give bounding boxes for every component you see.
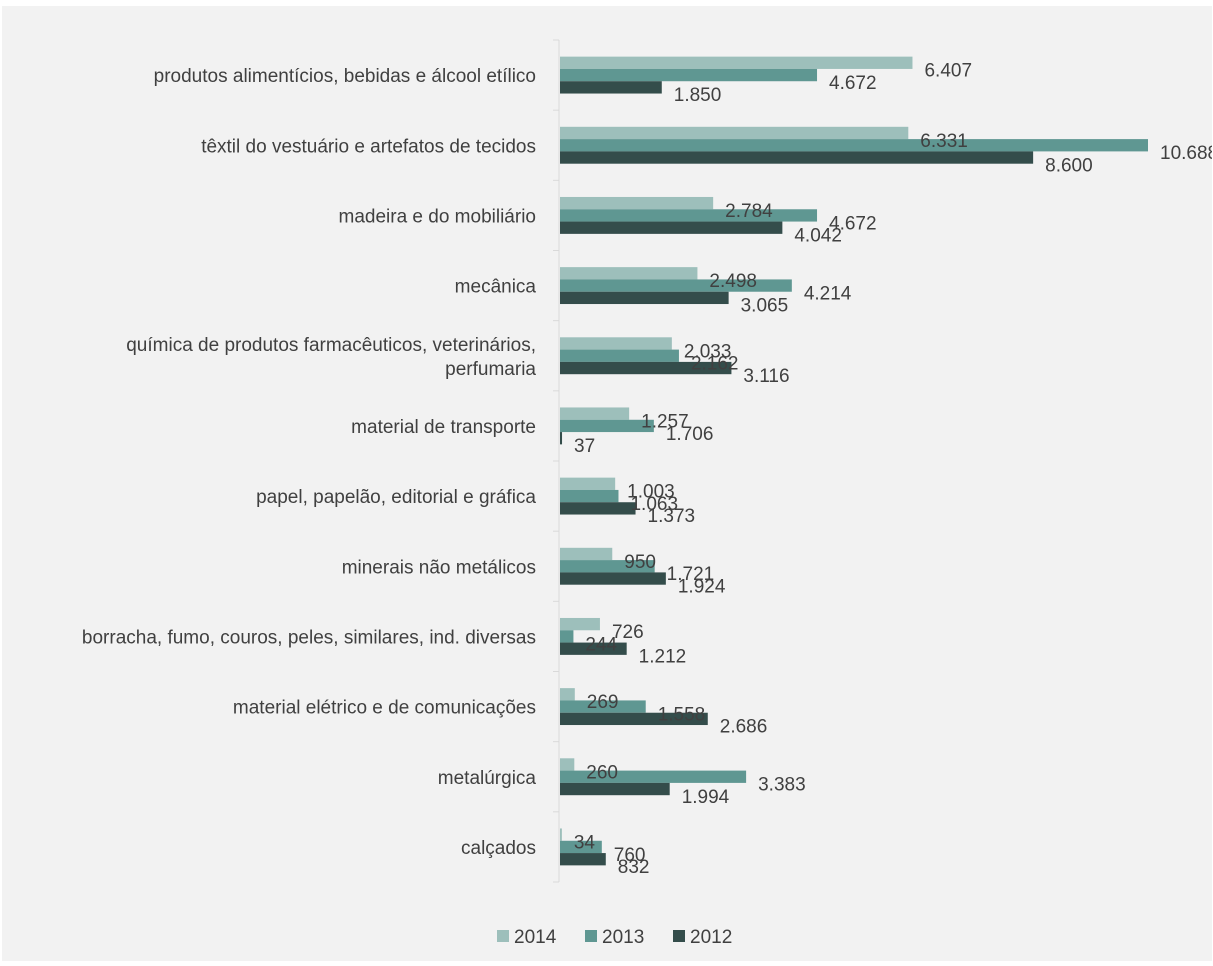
bar-2012 <box>560 782 670 796</box>
category-label: calçados <box>461 838 536 859</box>
data-label-2013: 244 <box>585 634 617 655</box>
data-label-2014: 2.498 <box>709 271 757 292</box>
data-label-2012: 8.600 <box>1045 155 1093 176</box>
bar-2014 <box>560 477 616 490</box>
category-label: perfumaria <box>445 359 536 380</box>
bar-chart: produtos alimentícios, bebidas e álcool … <box>82 39 1212 948</box>
bar-2013 <box>560 279 792 292</box>
bar-2013 <box>560 560 655 573</box>
chart-panel: produtos alimentícios, bebidas e álcool … <box>2 6 1212 961</box>
data-label-2014: 1.003 <box>627 482 675 503</box>
bar-2013 <box>560 489 619 503</box>
bar-2014 <box>560 547 613 561</box>
legend-swatch-2013 <box>585 930 597 942</box>
data-label-2012: 2.686 <box>720 717 768 738</box>
data-label-2014: 950 <box>624 552 656 573</box>
bar-2013 <box>560 630 574 643</box>
data-label-2014: 260 <box>586 762 618 783</box>
legend-label-2013: 2013 <box>602 927 644 948</box>
bar-2012 <box>560 361 732 375</box>
legend-label-2012: 2012 <box>690 927 732 948</box>
bar-2012 <box>560 81 662 94</box>
labels-layer: produtos alimentícios, bebidas e álcool … <box>82 61 1212 878</box>
category-label: química de produtos farmacêuticos, veter… <box>126 335 536 356</box>
category-label: papel, papelão, editorial e gráfica <box>256 487 536 508</box>
data-label-2014: 269 <box>587 692 619 713</box>
bar-2013 <box>560 139 1148 152</box>
category-label: metalúrgica <box>438 768 537 789</box>
bar-2012 <box>560 502 636 515</box>
data-label-2014: 6.331 <box>920 131 968 152</box>
bar-2012 <box>560 642 627 655</box>
data-label-2012: 3.065 <box>741 296 789 317</box>
data-label-2012: 832 <box>618 857 650 878</box>
bar-2013 <box>560 419 654 433</box>
data-label-2014: 726 <box>612 622 644 643</box>
legend-swatch-2014 <box>497 930 509 942</box>
bar-2013 <box>560 68 818 82</box>
bar-2014 <box>560 196 714 210</box>
data-label-2012: 1.212 <box>639 647 687 668</box>
data-label-2013: 4.672 <box>829 73 877 94</box>
bar-2014 <box>560 126 909 140</box>
category-label: material elétrico e de comunicações <box>233 698 536 719</box>
data-label-2013: 10.688 <box>1160 143 1212 164</box>
bar-2014 <box>560 56 913 69</box>
data-label-2013: 1.558 <box>658 704 706 725</box>
category-label: madeira e do mobiliário <box>339 206 537 227</box>
data-label-2014: 6.407 <box>924 61 972 82</box>
bar-2013 <box>560 840 602 854</box>
category-label: borracha, fumo, couros, peles, similares… <box>82 627 536 648</box>
bar-2014 <box>560 617 600 631</box>
legend-swatch-2012 <box>673 930 685 942</box>
category-label: mecânica <box>455 277 537 298</box>
data-label-2013: 4.214 <box>804 283 852 304</box>
bar-2014 <box>560 688 575 701</box>
data-label-2012: 1.924 <box>678 576 726 597</box>
data-label-2012: 1.373 <box>648 506 696 527</box>
data-label-2013: 1.063 <box>630 494 678 515</box>
data-label-2014: 2.784 <box>725 201 773 222</box>
data-label-2012: 37 <box>574 436 595 457</box>
category-label: têxtil do vestuário e artefatos de tecid… <box>201 136 536 157</box>
bar-2012 <box>560 572 666 585</box>
category-label: material de transporte <box>351 417 536 438</box>
bars-layer <box>560 56 1148 866</box>
data-label-2013: 1.706 <box>666 424 714 445</box>
bar-2014 <box>560 407 630 420</box>
category-label: produtos alimentícios, bebidas e álcool … <box>154 66 536 87</box>
axis-layer <box>553 39 560 883</box>
bar-2013 <box>560 700 646 713</box>
data-label-2013: 1.721 <box>667 564 715 585</box>
data-label-2012: 1.994 <box>682 787 730 808</box>
data-label-2012: 1.850 <box>674 85 722 106</box>
bar-2012 <box>560 853 606 866</box>
legend: 2014 2013 2012 <box>497 927 732 948</box>
data-label-2014: 34 <box>574 832 596 853</box>
category-label: minerais não metálicos <box>342 557 536 578</box>
data-label-2012: 4.042 <box>794 226 842 247</box>
data-label-2013: 2.162 <box>691 354 739 375</box>
data-label-2013: 4.672 <box>829 213 877 234</box>
bar-2014 <box>560 267 698 280</box>
bar-2014 <box>560 337 672 350</box>
legend-label-2014: 2014 <box>514 927 557 948</box>
data-label-2013: 760 <box>614 845 646 866</box>
data-label-2014: 2.033 <box>684 341 732 362</box>
data-label-2014: 1.257 <box>641 411 689 432</box>
bar-2012 <box>560 151 1034 164</box>
bar-2012 <box>560 432 563 445</box>
bar-2012 <box>560 712 708 726</box>
bar-2014 <box>560 828 562 841</box>
bar-2012 <box>560 291 729 305</box>
bar-2013 <box>560 770 747 783</box>
bar-2014 <box>560 758 575 771</box>
bar-2013 <box>560 349 679 362</box>
bar-2013 <box>560 209 818 222</box>
bar-2012 <box>560 221 783 234</box>
data-label-2012: 3.116 <box>743 366 789 387</box>
data-label-2013: 3.383 <box>758 775 806 796</box>
